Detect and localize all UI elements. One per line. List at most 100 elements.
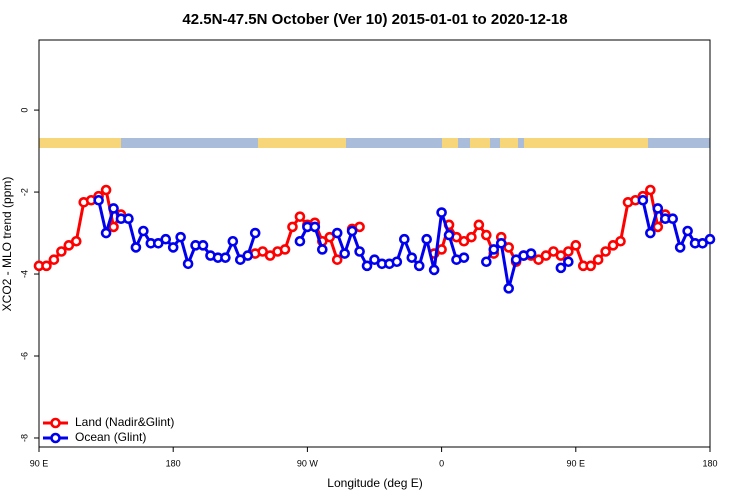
point (354, 246, 365, 257)
point (294, 211, 306, 222)
point (563, 256, 574, 268)
point (466, 231, 477, 243)
land-band (258, 138, 346, 148)
point (458, 252, 470, 263)
legend-label: Land (Nadir&Glint) (75, 415, 174, 429)
point (287, 221, 298, 233)
point (123, 213, 134, 225)
point (555, 262, 567, 274)
point (473, 219, 485, 231)
y-tick-label: -6 (19, 352, 29, 360)
point (548, 246, 559, 257)
point (175, 231, 186, 243)
point (510, 254, 522, 265)
point (138, 225, 149, 237)
land-band (524, 138, 648, 148)
point (458, 235, 470, 247)
x-tick-label: 180 (166, 458, 181, 468)
x-axis-label: Longitude (deg E) (327, 476, 422, 490)
legend-marker (50, 432, 61, 444)
point (495, 237, 507, 249)
point (592, 254, 604, 265)
point (399, 233, 410, 245)
legend-marker (50, 417, 61, 429)
y-axis-label: XCO2 - MLO trend (ppm) (0, 177, 14, 312)
point (354, 221, 365, 233)
point (361, 260, 373, 272)
point (56, 246, 67, 257)
point (615, 235, 626, 247)
point (339, 248, 350, 259)
land-mask-band (39, 138, 710, 148)
point (317, 244, 328, 255)
point (540, 250, 552, 261)
point (182, 258, 194, 270)
point (443, 229, 455, 241)
point (309, 221, 321, 233)
point (369, 254, 380, 265)
point (503, 283, 515, 294)
land-band (470, 138, 490, 148)
point (324, 231, 336, 243)
point (652, 221, 664, 233)
point (488, 244, 500, 255)
point (481, 229, 492, 241)
point (674, 242, 686, 253)
y-tick-label: -8 (19, 434, 29, 442)
point (645, 184, 656, 196)
x-tick-label: 90 E (567, 458, 586, 468)
point (100, 184, 112, 196)
point (130, 242, 142, 253)
point (607, 240, 619, 251)
point (257, 246, 268, 257)
point (436, 207, 447, 218)
point (503, 242, 515, 253)
y-tick-label: 0 (19, 108, 29, 113)
point (525, 248, 537, 259)
chart-title: 42.5N-47.5N October (Ver 10) 2015-01-01 … (182, 11, 567, 28)
point (428, 264, 440, 276)
point (413, 260, 425, 272)
series-line (39, 188, 667, 268)
point (563, 246, 574, 257)
point (570, 240, 582, 251)
y-tick-label: -2 (19, 188, 29, 196)
point (682, 225, 693, 237)
point (235, 254, 246, 265)
point (555, 250, 567, 261)
point (391, 256, 403, 268)
point (108, 203, 119, 214)
point (93, 194, 104, 206)
point (652, 203, 664, 214)
point (160, 233, 172, 245)
point (100, 227, 112, 239)
point (585, 260, 597, 272)
point (697, 237, 708, 249)
x-tick-label: 0 (439, 458, 444, 468)
point (331, 227, 343, 239)
point (41, 260, 52, 272)
point (63, 240, 75, 251)
point (645, 227, 656, 239)
point (197, 240, 209, 251)
point (294, 235, 306, 247)
land-band (442, 138, 458, 148)
x-tick-label: 180 (702, 458, 717, 468)
ocean-band (39, 138, 710, 148)
point (108, 221, 119, 233)
land-band (500, 138, 518, 148)
y-tick-label: -4 (19, 270, 29, 278)
point (346, 225, 358, 237)
point (406, 252, 418, 263)
point (48, 254, 60, 265)
point (167, 242, 179, 253)
point (667, 213, 679, 225)
point (264, 250, 276, 261)
land-band (39, 138, 121, 148)
point (220, 252, 231, 263)
point (152, 237, 164, 249)
point (279, 244, 291, 255)
point (436, 244, 447, 255)
point (227, 235, 239, 247)
